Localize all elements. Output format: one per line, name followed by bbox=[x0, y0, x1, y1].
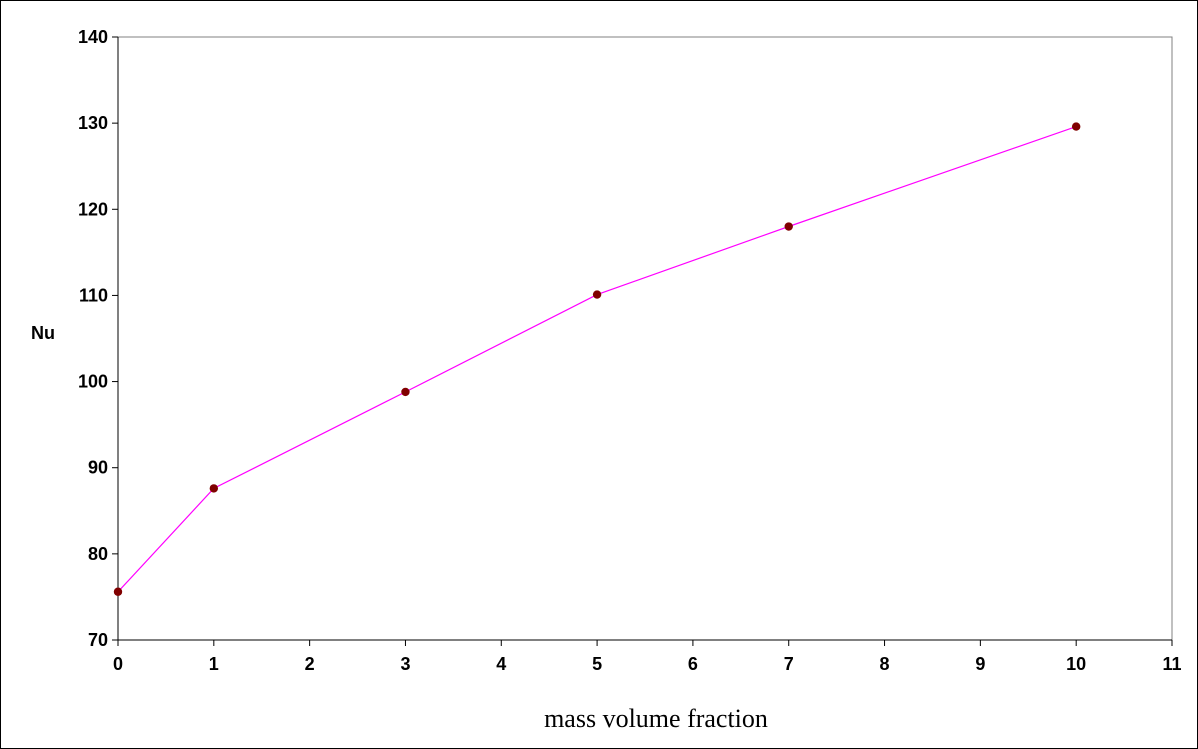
x-tick-label: 6 bbox=[688, 654, 698, 674]
x-tick-label: 1 bbox=[209, 654, 219, 674]
data-point bbox=[113, 587, 123, 596]
y-tick-label: 80 bbox=[88, 544, 108, 564]
data-point bbox=[784, 222, 793, 231]
plot-area bbox=[117, 36, 1173, 641]
y-axis-title: Nu bbox=[31, 323, 55, 343]
y-tick-label: 70 bbox=[88, 630, 108, 650]
x-tick-label: 9 bbox=[975, 654, 985, 674]
y-tick-label: 140 bbox=[78, 27, 108, 47]
data-point bbox=[1071, 122, 1081, 131]
x-tick-label: 10 bbox=[1066, 654, 1086, 674]
x-tick-label: 11 bbox=[1162, 654, 1181, 674]
series-layer bbox=[113, 122, 1081, 596]
x-tick-label: 5 bbox=[592, 654, 602, 674]
x-tick-label: 2 bbox=[305, 654, 315, 674]
x-tick-label: 4 bbox=[496, 654, 506, 674]
data-point bbox=[209, 484, 219, 493]
x-tick-label: 7 bbox=[784, 654, 794, 674]
x-tick-label: 3 bbox=[400, 654, 410, 674]
axes: 70 80 90 100 110 120 130 140 0 1 2 3 4 5 6 7 8 9 10 11 bbox=[78, 27, 1182, 674]
y-tick-label: 110 bbox=[79, 285, 108, 305]
y-tick-label: 100 bbox=[78, 372, 108, 392]
x-axis-title: mass volume fraction bbox=[544, 704, 768, 733]
x-tick-label: 8 bbox=[880, 654, 890, 674]
series-line bbox=[117, 126, 1077, 593]
x-tick-label: 0 bbox=[113, 654, 123, 674]
y-tick-label: 120 bbox=[78, 199, 108, 219]
y-tick-label: 130 bbox=[78, 113, 108, 133]
y-tick-label: 90 bbox=[88, 458, 108, 478]
data-point bbox=[592, 290, 602, 299]
data-point bbox=[401, 387, 410, 397]
